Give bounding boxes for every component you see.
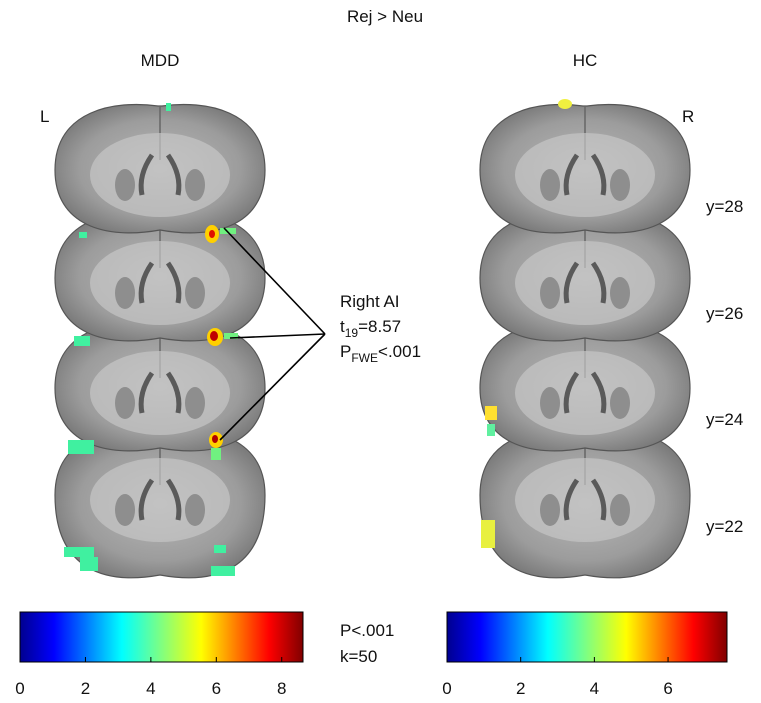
p-rest: <.001	[378, 342, 421, 361]
side-label: L	[40, 107, 49, 126]
slice-label: y=26	[706, 304, 743, 323]
deep-gray	[610, 169, 630, 201]
deep-gray	[610, 277, 630, 309]
blob	[210, 331, 218, 341]
deep-gray	[540, 169, 560, 201]
slice-label: y=24	[706, 410, 743, 429]
panel-label: MDD	[141, 51, 180, 70]
deep-gray	[540, 494, 560, 526]
panel-label: HC	[573, 51, 598, 70]
stat-label: t19=8.57	[340, 317, 401, 340]
blob	[68, 440, 94, 454]
deep-gray	[115, 387, 135, 419]
deep-gray	[115, 277, 135, 309]
stat-sub: 19	[345, 326, 359, 340]
deep-gray	[185, 494, 205, 526]
figure-title: Rej > Neu	[347, 7, 423, 26]
blob	[485, 406, 497, 420]
p-label: PFWE<.001	[340, 342, 421, 365]
brain-slice	[480, 212, 690, 340]
side-label: R	[682, 107, 694, 126]
blob	[211, 448, 221, 460]
brain-slice	[480, 429, 690, 577]
blob	[212, 435, 218, 443]
blob	[214, 545, 226, 553]
slice-label: y=22	[706, 517, 743, 536]
white-matter	[515, 241, 655, 325]
colorbar	[447, 612, 727, 662]
brain-slice	[480, 104, 690, 232]
deep-gray	[115, 169, 135, 201]
tick-label: 8	[277, 679, 286, 698]
leader-line	[230, 334, 325, 338]
blob	[79, 232, 87, 238]
tick-label: 4	[590, 679, 599, 698]
white-matter	[515, 351, 655, 435]
white-matter	[90, 458, 230, 542]
tick-label: 2	[81, 679, 90, 698]
deep-gray	[185, 277, 205, 309]
blob	[64, 547, 94, 557]
white-matter	[515, 133, 655, 217]
blob	[166, 103, 171, 111]
stat-rest: =8.57	[358, 317, 401, 336]
p-sub: FWE	[351, 351, 378, 365]
deep-gray	[185, 387, 205, 419]
brain-slice	[480, 322, 690, 450]
white-matter	[90, 351, 230, 435]
p-main: P	[340, 342, 351, 361]
region-label: Right AI	[340, 292, 400, 311]
blob	[558, 99, 572, 109]
brain-slice	[55, 104, 265, 232]
blob	[80, 557, 98, 571]
deep-gray	[540, 387, 560, 419]
tick-label: 4	[146, 679, 155, 698]
threshold-label: k=50	[340, 647, 377, 666]
tick-label: 0	[15, 679, 24, 698]
deep-gray	[115, 494, 135, 526]
blob	[487, 424, 495, 436]
blob	[211, 566, 235, 576]
blob	[74, 336, 90, 346]
blob	[481, 520, 495, 548]
tick-label: 6	[663, 679, 672, 698]
deep-gray	[540, 277, 560, 309]
deep-gray	[610, 387, 630, 419]
white-matter	[90, 241, 230, 325]
tick-label: 2	[516, 679, 525, 698]
blob	[209, 230, 215, 238]
brain-slices	[55, 104, 690, 577]
tick-label: 6	[212, 679, 221, 698]
slice-label: y=28	[706, 197, 743, 216]
colorbar	[20, 612, 303, 662]
deep-gray	[610, 494, 630, 526]
tick-label: 0	[442, 679, 451, 698]
white-matter	[515, 458, 655, 542]
threshold-label: P<.001	[340, 621, 394, 640]
figure: Rej > Neu MDD HC L R y=28 y=26 y=24 y=22…	[0, 0, 761, 703]
white-matter	[90, 133, 230, 217]
deep-gray	[185, 169, 205, 201]
